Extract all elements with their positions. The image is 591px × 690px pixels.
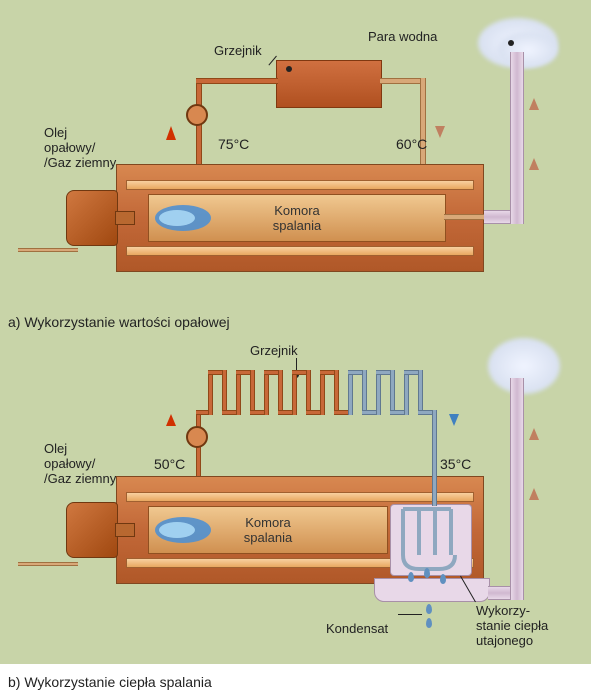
burner-icon — [66, 190, 118, 246]
label-latent-2: stanie ciepła — [476, 619, 548, 634]
diagram-a: Para wodna Grzejnik 75°C 60°C Komora spa… — [8, 8, 583, 308]
arrow-up-icon — [529, 98, 539, 110]
boiler-layer — [126, 492, 474, 502]
temp-in: 35°C — [440, 456, 471, 472]
flame-icon — [155, 201, 221, 235]
boiler-layer — [126, 180, 474, 190]
temp-in: 60°C — [396, 136, 427, 152]
label-fuel-3: /Gaz ziemny — [44, 156, 116, 171]
arrow-down-icon — [435, 126, 445, 138]
radiator — [276, 60, 382, 108]
pump-icon — [186, 104, 208, 126]
chamber-label-1: Komora — [274, 203, 320, 218]
caption-a: a) Wykorzystanie wartości opałowej — [8, 314, 583, 330]
label-radiator: Grzejnik — [250, 344, 298, 359]
water-drop-icon — [426, 604, 432, 614]
combustion-chamber: Komora spalania — [148, 194, 446, 242]
exhaust — [510, 378, 524, 600]
arrow-up-icon — [166, 414, 176, 426]
label-radiator: Grzejnik — [214, 44, 262, 59]
label-latent-3: utajonego — [476, 634, 533, 649]
flame-icon — [155, 513, 221, 547]
water-drop-icon — [440, 574, 446, 584]
temp-out: 75°C — [218, 136, 249, 152]
label-fuel-2: opałowy/ — [44, 457, 95, 472]
label-fuel-1: Olej — [44, 442, 67, 457]
pipe-return — [420, 78, 426, 166]
pump-icon — [186, 426, 208, 448]
temp-out: 50°C — [154, 456, 185, 472]
arrow-up-icon — [166, 126, 176, 140]
water-drop-icon — [424, 568, 430, 578]
label-condensate: Kondensat — [326, 622, 388, 637]
chamber-label-2: spalania — [273, 218, 321, 233]
label-latent-1: Wykorzy- — [476, 604, 530, 619]
boiler-layer — [126, 246, 474, 256]
pipe-hot — [196, 78, 278, 84]
condenser — [390, 504, 472, 576]
flue-connect — [444, 214, 488, 220]
leader-dot — [508, 40, 514, 46]
pipe-return — [432, 476, 437, 506]
label-steam: Para wodna — [368, 30, 437, 45]
combustion-chamber: Komora spalania — [148, 506, 388, 554]
steam-cloud-icon — [488, 338, 560, 394]
chamber-label-2: spalania — [244, 530, 292, 545]
fuel-line — [18, 248, 78, 252]
burner-nozzle — [115, 523, 135, 537]
leader-dot — [286, 66, 292, 72]
diagram-b: Grzejnik — [8, 338, 583, 668]
exhaust — [510, 52, 524, 224]
burner-nozzle — [115, 211, 135, 225]
steam-cloud-icon — [498, 32, 558, 68]
arrow-up-icon — [529, 428, 539, 440]
chamber-label-1: Komora — [245, 515, 291, 530]
label-fuel-1: Olej — [44, 126, 67, 141]
label-fuel-2: opałowy/ — [44, 141, 95, 156]
page: Para wodna Grzejnik 75°C 60°C Komora spa… — [0, 0, 591, 664]
water-drop-icon — [426, 618, 432, 628]
label-fuel-3: /Gaz ziemny — [44, 472, 116, 487]
condenser-coil-icon — [391, 505, 473, 577]
caption-b: b) Wykorzystanie ciepła spalania — [8, 674, 583, 690]
arrow-up-icon — [529, 488, 539, 500]
leader-line — [398, 614, 422, 615]
fuel-line — [18, 562, 78, 566]
arrow-up-icon — [529, 158, 539, 170]
arrow-down-icon — [449, 414, 459, 426]
burner-icon — [66, 502, 118, 558]
water-drop-icon — [408, 572, 414, 582]
